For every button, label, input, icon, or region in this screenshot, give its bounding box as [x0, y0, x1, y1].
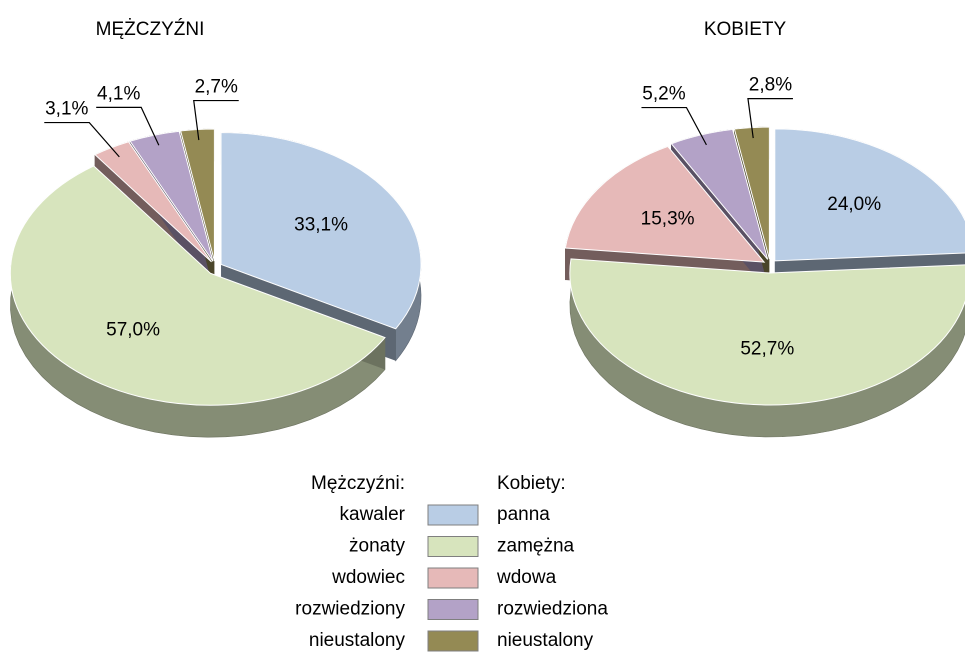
data-label: 15,3% — [641, 209, 695, 230]
pie-slice — [564, 145, 766, 263]
pie-tops — [9, 128, 422, 406]
data-label: 57,0% — [106, 319, 160, 340]
chart-title: MĘŻCZYŹNI — [96, 19, 205, 40]
pie-slice — [220, 131, 422, 330]
data-label: 33,1% — [294, 215, 348, 236]
pie-slice — [774, 128, 965, 262]
legend-label: panna — [497, 504, 550, 525]
legend-label: zamężna — [497, 536, 575, 557]
data-label: 2,8% — [749, 75, 792, 96]
legend-title: Mężczyźni: — [311, 473, 405, 494]
legend-swatch — [427, 504, 479, 526]
leader-line — [641, 106, 707, 146]
data-label: 5,2% — [642, 84, 685, 105]
legend-swatch — [427, 599, 479, 620]
legend-label: wdowiec — [331, 567, 405, 588]
data-label: 24,0% — [827, 194, 881, 215]
data-label: 4,1% — [97, 83, 140, 104]
leader-line — [193, 99, 239, 141]
pie-tops — [564, 126, 965, 406]
legend-label: nieustalony — [497, 630, 594, 651]
legend-label: rozwiedziony — [295, 599, 405, 620]
pie-slice — [9, 165, 386, 406]
legend-swatch — [427, 536, 479, 557]
data-label: 3,1% — [45, 99, 88, 120]
data-label: 52,7% — [740, 339, 794, 360]
pie-labels: 24,0% 52,7% 15,3% 5,2% 2,8% — [641, 75, 882, 360]
leader-line — [44, 121, 120, 158]
legend-label: żonaty — [349, 536, 405, 557]
pie-slice — [569, 258, 965, 406]
legend-title: Kobiety: — [497, 473, 566, 494]
legend-label: wdowa — [496, 567, 557, 588]
chart-title: KOBIETY — [704, 19, 787, 40]
pie-labels: 33,1% 57,0% 3,1% 4,1% 2,7% — [44, 77, 348, 340]
data-label: 2,7% — [195, 77, 238, 98]
leader-line — [747, 98, 793, 139]
legend-swatch — [427, 630, 479, 652]
legend-label: nieustalony — [309, 630, 406, 651]
legend-swatch — [427, 567, 479, 589]
legend-label: rozwiedziona — [497, 599, 608, 620]
legend-label: kawaler — [340, 504, 406, 525]
leader-line — [96, 106, 160, 146]
